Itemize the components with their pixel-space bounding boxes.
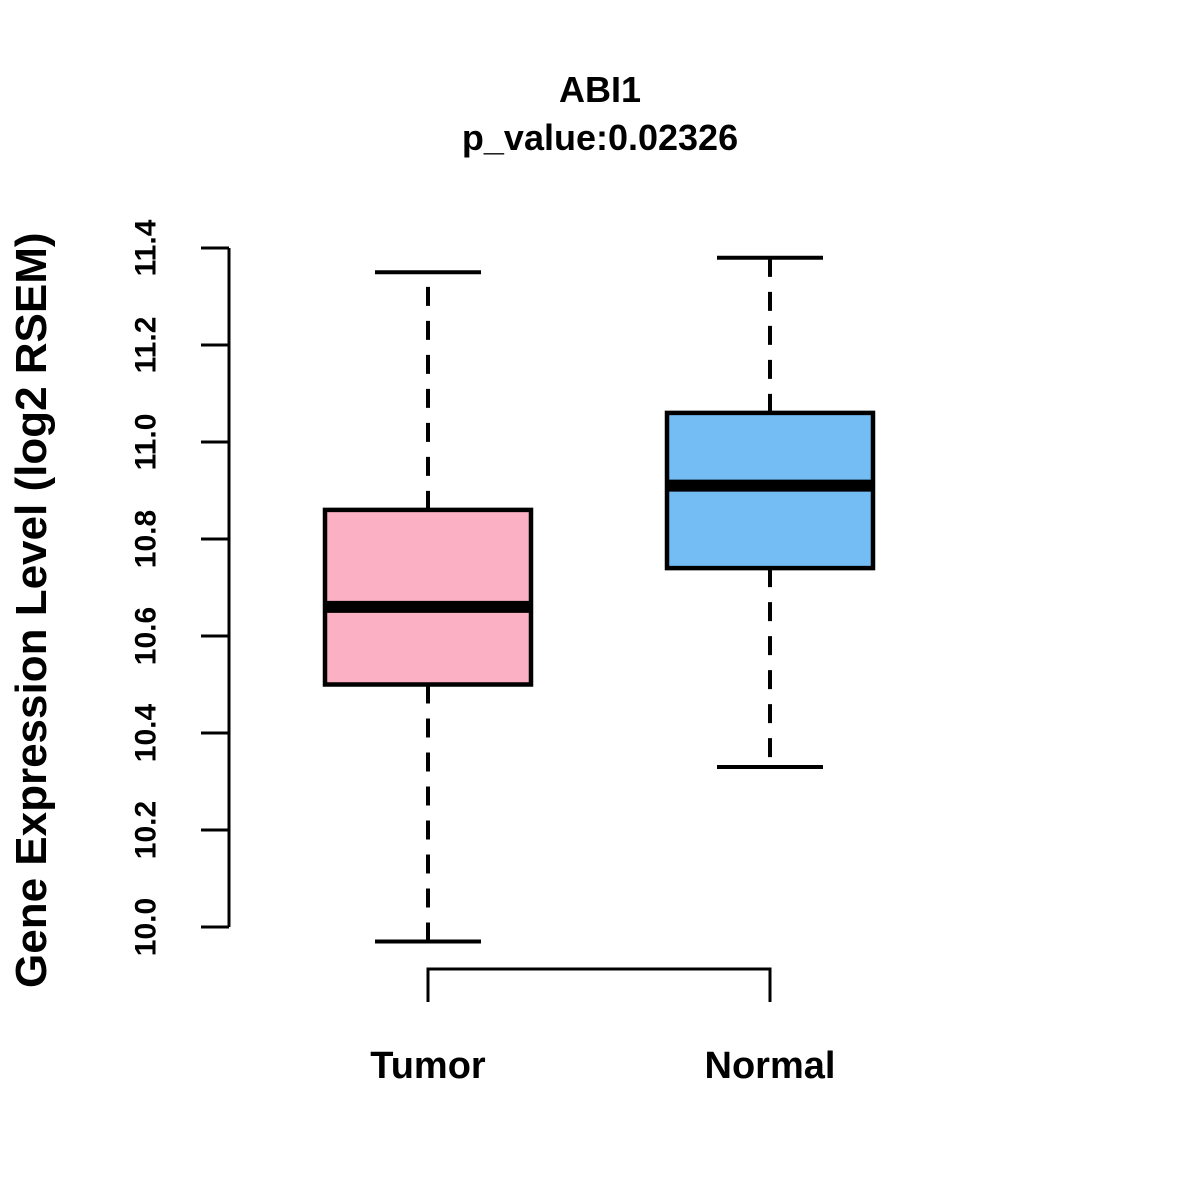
y-tick-label: 11.0 bbox=[130, 414, 163, 471]
chart-subtitle-pvalue: p_value:0.02326 bbox=[461, 117, 739, 158]
x-label-normal: Normal bbox=[705, 1045, 836, 1087]
chart-title: ABI1 bbox=[558, 69, 642, 110]
y-tick-label: 11.4 bbox=[130, 219, 163, 276]
tumor-box bbox=[322, 507, 534, 687]
title-block: ABI1 p_value:0.02326 bbox=[200, 66, 1000, 162]
y-tick-label: 10.2 bbox=[130, 801, 163, 859]
x-axis-bracket bbox=[426, 967, 772, 1002]
x-label-tumor: Tumor bbox=[370, 1045, 486, 1087]
y-tick-label: 10.4 bbox=[130, 703, 163, 762]
y-tick-label: 11.2 bbox=[130, 317, 163, 374]
y-tick-label: 10.0 bbox=[130, 898, 163, 956]
y-tick-label: 10.6 bbox=[130, 607, 163, 665]
y-tick-label: 10.8 bbox=[130, 510, 163, 568]
